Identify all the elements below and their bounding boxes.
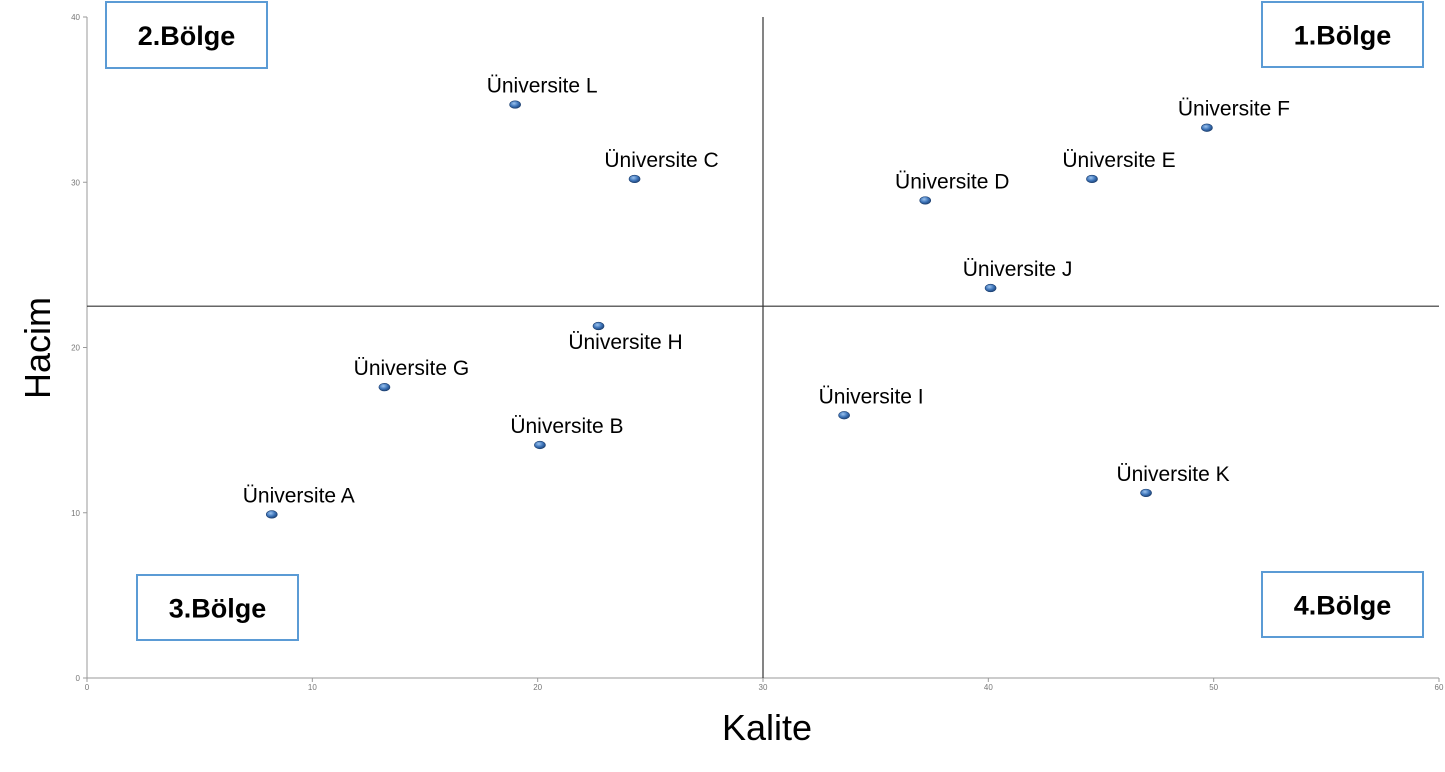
data-point	[534, 440, 546, 450]
x-tick-label: 50	[1209, 683, 1218, 692]
y-tick-label: 0	[76, 674, 81, 683]
quadrant-box	[1261, 1, 1424, 68]
point-label: Üniversite G	[354, 357, 470, 380]
point-label: Üniversite L	[487, 75, 598, 98]
point-label: Üniversite J	[963, 258, 1073, 281]
data-point	[838, 411, 850, 420]
point-label: Üniversite I	[819, 385, 924, 408]
quadrant-label: 2.Bölge	[138, 21, 236, 51]
quadrant-box	[105, 1, 268, 69]
data-point	[984, 283, 997, 293]
axes: 0 10 20 30 40 50 60 0 10 20 30 40	[71, 13, 1444, 692]
data-point	[1140, 488, 1152, 498]
data-point	[628, 174, 641, 184]
data-point	[1086, 174, 1098, 184]
data-point	[509, 100, 521, 109]
quadrant-dividers	[87, 17, 1439, 678]
x-tick-label: 40	[984, 683, 993, 692]
y-tick-label: 20	[71, 344, 80, 353]
data-points: Üniversite A Üniversite B Üniversite C Üniv…	[243, 75, 1290, 519]
point-label: Üniversite F	[1178, 98, 1290, 121]
point-label: Üniversite A	[243, 484, 355, 507]
data-point	[919, 196, 932, 205]
x-tick-label: 0	[85, 683, 90, 692]
x-axis-title: Kalite	[722, 707, 812, 748]
quadrant-box	[136, 574, 299, 641]
x-tick-label: 30	[759, 683, 768, 692]
point-label: Üniversite B	[510, 415, 623, 438]
point-label: Üniversite H	[568, 331, 682, 354]
quadrant-box	[1261, 571, 1424, 638]
point-label: Üniversite C	[604, 149, 718, 172]
y-tick-label: 10	[71, 509, 80, 518]
quadrant-label: 4.Bölge	[1294, 591, 1392, 621]
x-tick-label: 20	[533, 683, 542, 692]
y-tick-label: 30	[71, 178, 80, 187]
quadrant-label: 3.Bölge	[169, 594, 267, 624]
quadrant-label: 1.Bölge	[1294, 21, 1392, 51]
quadrant-labels: 1.Bölge 2.Bölge 3.Bölge 4.Bölge	[105, 1, 1424, 641]
y-tick-label: 40	[71, 13, 80, 22]
point-label: Üniversite D	[895, 170, 1009, 193]
point-label: Üniversite K	[1116, 463, 1229, 486]
data-point	[378, 383, 391, 392]
data-point	[592, 321, 605, 331]
y-axis-title: Hacim	[17, 297, 58, 399]
data-point	[265, 510, 278, 519]
point-label: Üniversite E	[1062, 149, 1175, 172]
x-tick-label: 60	[1435, 683, 1444, 692]
data-point	[1201, 123, 1213, 132]
x-tick-label: 10	[308, 683, 317, 692]
